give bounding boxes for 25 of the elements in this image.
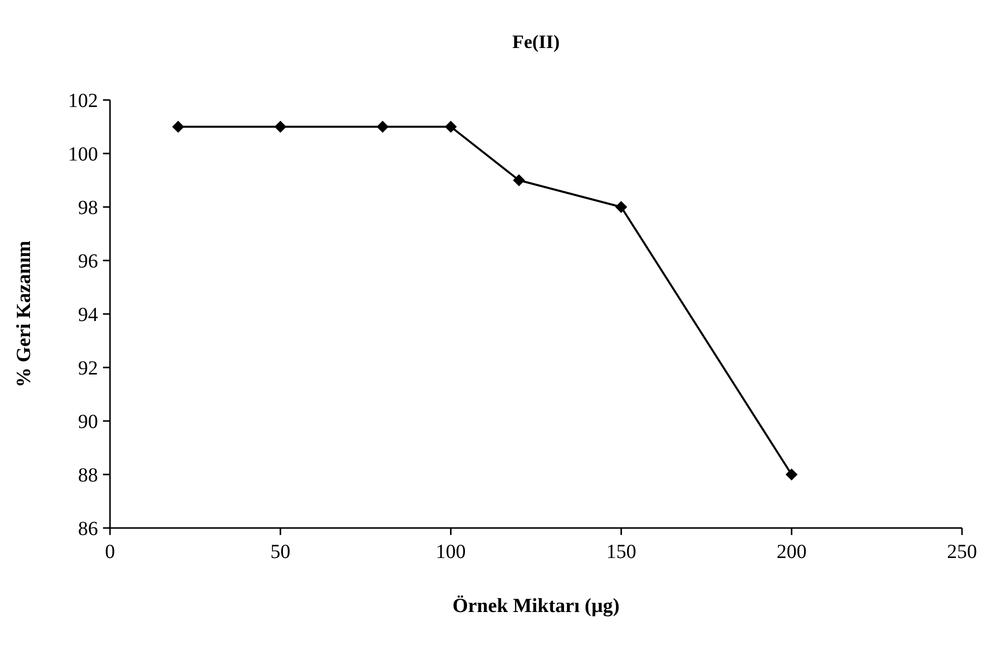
point [615,201,628,213]
y-tick-label: 90 [78,411,98,433]
point [376,120,389,133]
y-tick-label: 88 [78,464,98,486]
y-tick-label: 92 [78,358,98,380]
y-tick-label: 102 [68,90,98,112]
x-tick-label: 150 [606,541,636,563]
y-tick-label: 100 [68,144,98,166]
point [274,120,286,133]
x-tick-label: 200 [776,541,807,563]
x-tick-label: 50 [270,541,290,563]
y-axis-title: % Geri Kazanım [13,240,35,388]
point [512,174,525,186]
point [444,120,457,133]
x-tick-label: 100 [436,541,466,563]
y-tick-label: 96 [78,250,98,272]
y-tick-label: 94 [78,304,98,326]
point [786,468,798,480]
point [172,120,184,133]
y-tick-label: 86 [78,518,98,540]
x-tick-label: 0 [105,541,115,563]
y-tick-label: 98 [78,197,98,219]
x-tick-label: 250 [947,541,977,563]
x-axis-title: Örnek Miktarı (µg) [452,595,620,617]
chart-title: Fe(II) [512,32,560,53]
